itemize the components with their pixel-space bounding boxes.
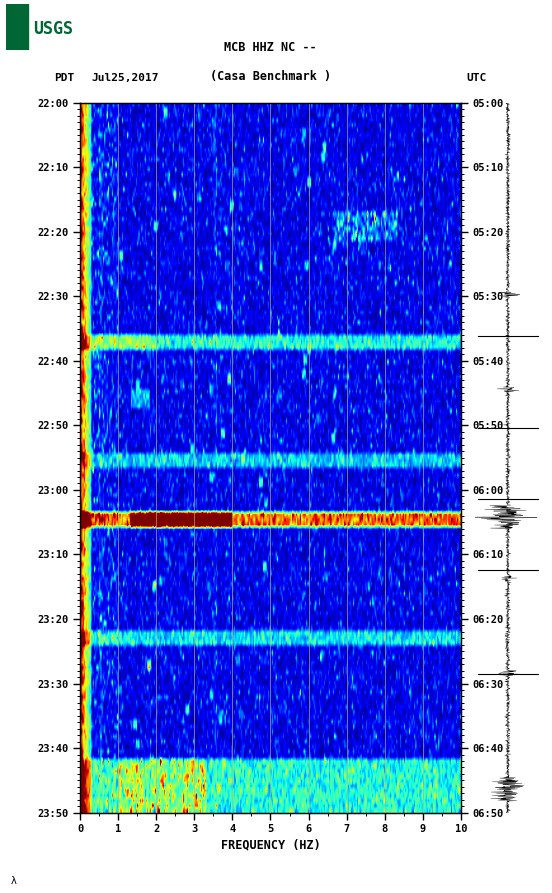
Text: UTC: UTC [466, 73, 487, 83]
Text: MCB HHZ NC --: MCB HHZ NC -- [224, 40, 317, 54]
Text: (Casa Benchmark ): (Casa Benchmark ) [210, 70, 331, 83]
Text: Jul25,2017: Jul25,2017 [91, 73, 158, 83]
Text: PDT: PDT [54, 73, 75, 83]
X-axis label: FREQUENCY (HZ): FREQUENCY (HZ) [221, 839, 320, 852]
Text: USGS: USGS [33, 20, 73, 38]
Text: λ: λ [11, 876, 17, 886]
